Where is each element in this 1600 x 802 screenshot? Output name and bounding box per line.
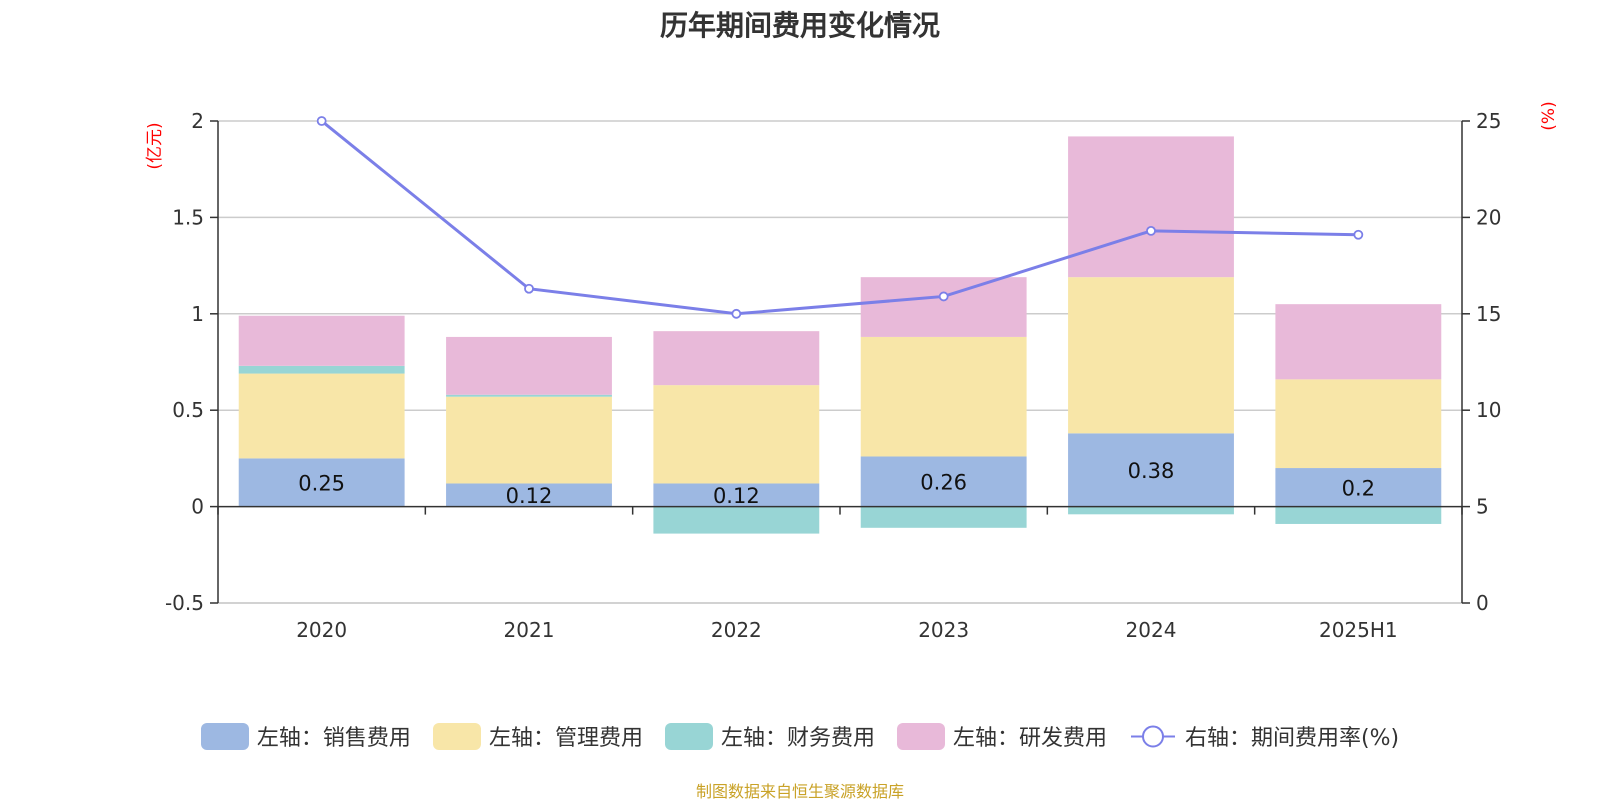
- bar-segment: [653, 506, 820, 534]
- bar-segment: [653, 385, 820, 484]
- right-axis-tick-label: 10: [1476, 398, 1501, 422]
- legend-swatch: [664, 722, 713, 750]
- data-label: 0.12: [506, 484, 553, 508]
- x-axis-category-label: 2025H1: [1319, 618, 1398, 642]
- x-axis-category-label: 2023: [918, 618, 969, 642]
- left-axis-tick-label: 1.5: [172, 205, 204, 229]
- data-label: 0.38: [1128, 459, 1175, 483]
- legend-swatch: [200, 722, 249, 750]
- data-label: 0.26: [920, 471, 967, 495]
- bar-segment: [446, 394, 612, 397]
- rate-point: [316, 116, 327, 126]
- legend-item[interactable]: 左轴：销售费用: [200, 720, 411, 752]
- bar-segment: [1275, 304, 1442, 380]
- rate-point: [938, 291, 949, 302]
- right-axis-tick-label: 20: [1476, 205, 1501, 229]
- x-axis-category-label: 2020: [296, 618, 347, 642]
- bar-segment: [446, 483, 612, 507]
- legend-item[interactable]: 左轴：管理费用: [432, 720, 643, 752]
- bar-segment: [238, 373, 405, 459]
- left-axis-tick-label: -0.5: [165, 591, 204, 615]
- bar-segment: [860, 336, 1027, 457]
- bar-segment: [1275, 468, 1442, 507]
- legend-item[interactable]: 右轴：期间费用率(%): [1129, 720, 1399, 752]
- bar-segment: [1068, 277, 1234, 434]
- bar-segment: [238, 365, 405, 374]
- legend-line-marker-icon: [1130, 725, 1175, 747]
- bar-segment: [1275, 506, 1442, 524]
- legend-label: 左轴：财务费用: [720, 726, 875, 751]
- bar-segment: [1275, 379, 1442, 469]
- bar-layer: [238, 136, 1442, 534]
- legend-item[interactable]: 左轴：财务费用: [664, 720, 875, 752]
- chart-title: 历年期间费用变化情况: [659, 9, 940, 42]
- x-axis-category-label: 2024: [1126, 618, 1177, 642]
- legend-swatch: [432, 722, 481, 750]
- x-axis-category-label: 2021: [504, 618, 555, 642]
- data-label: 0.25: [298, 472, 345, 496]
- left-axis-unit-label: (亿元): [145, 122, 165, 169]
- legend: 左轴：销售费用 左轴：管理费用 左轴：财务费用 左轴：研发费用 右轴：期间费用率(%): [0, 720, 1600, 752]
- legend-label: 左轴：管理费用: [488, 726, 643, 751]
- bar-segment: [446, 396, 612, 484]
- bar-segment: [1068, 433, 1234, 507]
- legend-swatch: [896, 722, 945, 750]
- legend-item[interactable]: 左轴：研发费用: [896, 720, 1107, 752]
- left-axis-tick-label: 0: [191, 495, 204, 519]
- bar-segment: [653, 331, 820, 386]
- bar-segment: [860, 456, 1027, 507]
- source-note: 制图数据来自恒生聚源数据库: [695, 782, 904, 801]
- rate-line: [320, 119, 1359, 316]
- bar-segment: [860, 506, 1027, 528]
- bar-segment: [1068, 136, 1234, 278]
- left-axis-tick-label: 0.5: [172, 398, 204, 422]
- x-axis-category-label: 2022: [711, 618, 762, 642]
- data-label: 0.12: [713, 484, 760, 508]
- bar-segment: [860, 277, 1027, 337]
- right-axis-tick-label: 5: [1476, 495, 1489, 519]
- bar-segment: [238, 315, 405, 366]
- rate-point: [524, 283, 534, 294]
- bar-segment: [238, 458, 405, 507]
- bar-segment: [1068, 506, 1234, 515]
- data-labels: 0.25 0.12 0.12 0.26 0.38 0.2: [298, 459, 1375, 508]
- bar-segment: [653, 483, 820, 507]
- left-axis-tick-label: 1: [191, 302, 204, 326]
- right-axis-unit-label: (%): [1539, 101, 1559, 130]
- right-axis-tick-label: 15: [1476, 302, 1501, 326]
- right-axis-tick-label: 0: [1476, 591, 1489, 615]
- rate-point: [1353, 229, 1364, 240]
- data-label: 0.2: [1342, 476, 1375, 500]
- left-axis-tick-label: 2: [191, 109, 204, 133]
- rate-point: [731, 308, 742, 319]
- legend-label: 左轴：销售费用: [256, 726, 411, 751]
- rate-point: [1146, 225, 1156, 236]
- grid-lines: [218, 120, 1462, 604]
- right-axis-tick-label: 25: [1476, 109, 1501, 133]
- legend-label: 左轴：研发费用: [952, 726, 1107, 751]
- rate-line-layer: [316, 116, 1364, 319]
- legend-label: 右轴：期间费用率(%): [1184, 726, 1400, 751]
- bar-segment: [446, 336, 612, 395]
